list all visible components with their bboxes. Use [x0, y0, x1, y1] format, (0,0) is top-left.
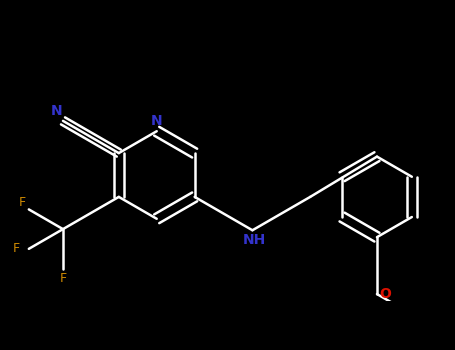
- Text: NH: NH: [243, 233, 266, 247]
- Text: F: F: [13, 242, 20, 256]
- Text: O: O: [379, 287, 391, 301]
- Text: F: F: [19, 196, 26, 209]
- Text: N: N: [151, 114, 162, 128]
- Text: N: N: [51, 104, 63, 118]
- Text: F: F: [60, 272, 66, 285]
